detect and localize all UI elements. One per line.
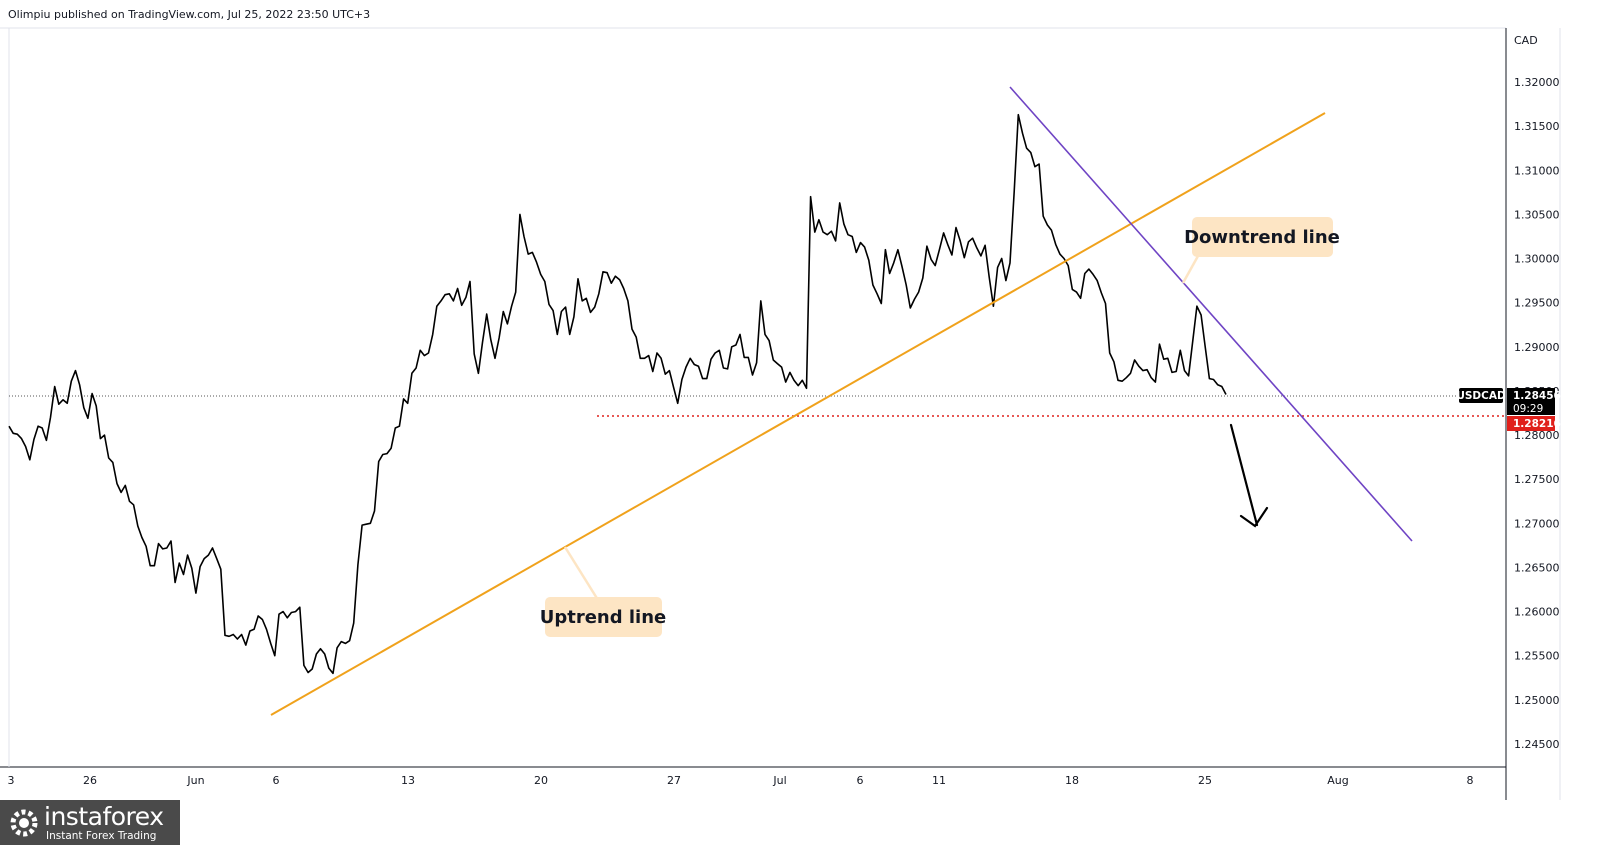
uptrend-callout-box <box>545 597 662 637</box>
x-tick-label: 25 <box>1198 774 1212 787</box>
y-tick-label: 1.31000 <box>1514 164 1560 177</box>
x-tick-label: 13 <box>401 774 415 787</box>
y-tick-label: 1.27500 <box>1514 473 1560 486</box>
downtrend-callout[interactable]: Downtrend line <box>1181 217 1340 284</box>
support-price-tag: 1.28216 <box>1507 416 1561 431</box>
logo-tagline: Instant Forex Trading <box>46 830 157 842</box>
x-tick-label: 6 <box>857 774 864 787</box>
instaforex-logo-icon <box>10 809 38 837</box>
last-price-tag: 1.28456 09:29 <box>1507 388 1561 415</box>
y-tick-label: 1.29500 <box>1514 297 1560 310</box>
instaforex-logo: instaforex Instant Forex Trading <box>0 800 180 845</box>
x-tick-label: Jul <box>772 774 786 787</box>
x-tick-label: Aug <box>1327 774 1348 787</box>
uptrend-callout-pointer <box>563 546 600 601</box>
x-tick-label: 27 <box>667 774 681 787</box>
x-tick-label: Jun <box>186 774 204 787</box>
last-price-value: 1.28456 <box>1513 390 1561 402</box>
publisher-note: Olimpiu published on TradingView.com, Ju… <box>8 8 370 21</box>
uptrend-line[interactable] <box>270 112 1326 716</box>
y-tick-label: 1.25500 <box>1514 650 1560 663</box>
x-tick-label: 26 <box>83 774 97 787</box>
logo-wordmark: instaforex <box>44 802 164 831</box>
uptrend-callout[interactable]: Uptrend line <box>540 546 667 637</box>
uptrend-callout-label: Uptrend line <box>540 607 667 628</box>
time-scale[interactable]: 3 26 Jun 6 13 20 27 Jul 6 11 18 25 Aug 8 <box>8 774 1474 787</box>
y-tick-label: 1.29000 <box>1514 341 1560 354</box>
y-tick-label: 1.26000 <box>1514 606 1560 619</box>
y-tick-label: 1.30000 <box>1514 253 1560 266</box>
x-tick-label: 11 <box>932 774 946 787</box>
symbol-tag-label: USDCAD <box>1456 390 1506 402</box>
price-line-series <box>8 113 1227 675</box>
y-tick-label: 1.27000 <box>1514 517 1560 530</box>
x-tick-label: 6 <box>273 774 280 787</box>
downtrend-callout-pointer <box>1181 255 1200 284</box>
y-tick-label: 1.24500 <box>1514 738 1560 751</box>
downtrend-line[interactable] <box>1009 86 1413 542</box>
y-tick-label: 1.26500 <box>1514 561 1560 574</box>
symbol-tag: USDCAD <box>1456 388 1506 403</box>
y-tick-label: 1.31500 <box>1514 120 1560 133</box>
x-tick-label: 18 <box>1065 774 1079 787</box>
y-tick-label: 1.25000 <box>1514 694 1560 707</box>
x-tick-label: 20 <box>534 774 548 787</box>
y-tick-label: 1.32000 <box>1514 76 1560 89</box>
price-scale-unit: CAD <box>1514 34 1538 47</box>
y-tick-label: 1.30500 <box>1514 208 1560 221</box>
countdown-value: 09:29 <box>1513 403 1543 415</box>
support-price-value: 1.28216 <box>1513 418 1561 430</box>
down-arrow-icon <box>1229 423 1269 528</box>
downtrend-callout-box <box>1192 217 1333 257</box>
x-tick-label: 8 <box>1467 774 1474 787</box>
downtrend-callout-label: Downtrend line <box>1184 227 1340 248</box>
x-tick-label: 3 <box>8 774 15 787</box>
y-tick-label: 1.28000 <box>1514 429 1560 442</box>
